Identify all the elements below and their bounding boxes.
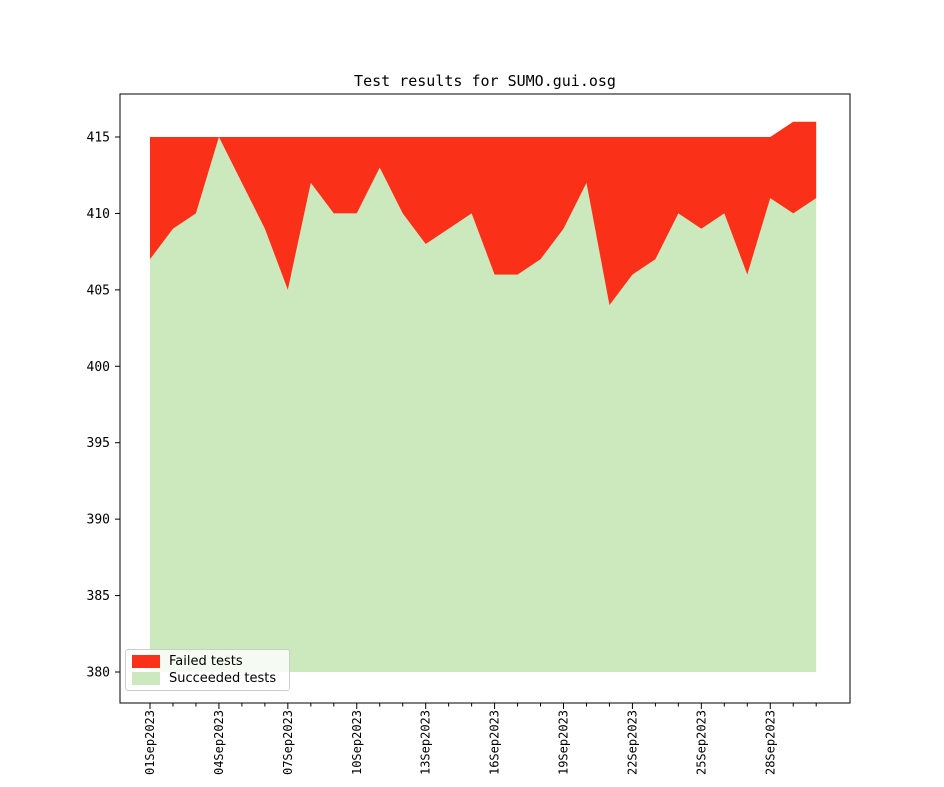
area-fills	[150, 121, 817, 673]
y-tick-label: 390	[87, 513, 110, 528]
x-tick-label: 10Sep2023	[350, 710, 364, 775]
legend: Failed tests Succeeded tests	[125, 649, 290, 691]
x-tick-label: 22Sep2023	[625, 710, 639, 775]
y-tick-label: 395	[87, 436, 110, 451]
plot-frame	[119, 93, 851, 704]
x-tick-label: 13Sep2023	[419, 710, 433, 775]
y-tick-label: 405	[87, 283, 110, 298]
legend-item-failed: Failed tests	[132, 654, 283, 670]
succeeded-tests-swatch	[132, 672, 160, 685]
x-tick-label: 16Sep2023	[488, 710, 502, 775]
x-tick-label: 25Sep2023	[694, 710, 708, 775]
legend-item-succeeded: Succeeded tests	[132, 671, 283, 687]
legend-label-succeeded: Succeeded tests	[169, 671, 277, 686]
x-tick-label: 19Sep2023	[557, 710, 571, 775]
y-tick-label: 410	[87, 207, 110, 222]
y-tick-label: 400	[87, 360, 110, 375]
legend-label-failed: Failed tests	[169, 654, 243, 669]
x-tick-label: 01Sep2023	[143, 710, 157, 775]
x-tick-label: 04Sep2023	[212, 710, 226, 775]
y-tick-label: 380	[87, 666, 110, 681]
chart-title: Test results for SUMO.gui.osg	[354, 72, 616, 90]
y-axis: 415 410 405 400 395 390 385 380	[87, 131, 120, 681]
x-tick-label: 28Sep2023	[763, 710, 777, 775]
failed-tests-swatch	[132, 655, 160, 668]
x-tick-label: 07Sep2023	[281, 710, 295, 775]
succeeded-tests-area	[150, 137, 817, 673]
y-tick-label: 385	[87, 589, 110, 604]
x-axis: 01Sep2023 04Sep2023 07Sep2023 10Sep2023 13Se…	[143, 703, 817, 775]
y-tick-label: 415	[87, 131, 110, 146]
failed-tests-area	[150, 121, 817, 306]
